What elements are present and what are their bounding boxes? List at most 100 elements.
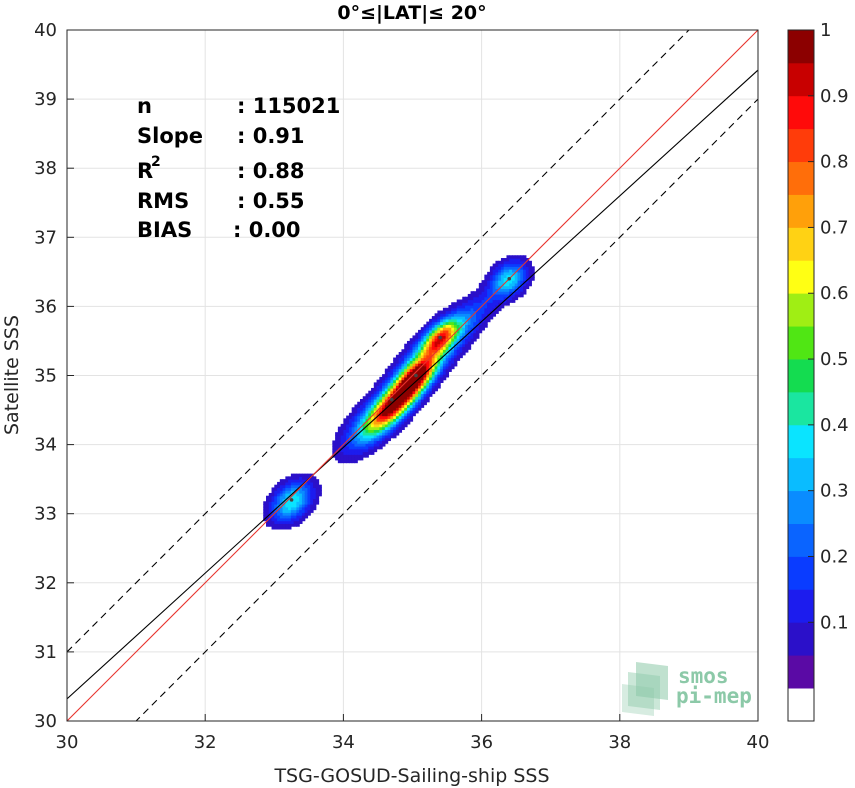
- density-cell: [395, 376, 400, 381]
- density-cell: [387, 426, 391, 430]
- density-cell: [420, 382, 425, 386]
- density-cell: [263, 512, 267, 516]
- density-cell: [371, 412, 375, 417]
- density-cell: [365, 418, 369, 422]
- density-cell: [445, 371, 450, 375]
- density-cell: [395, 393, 400, 397]
- density-cell: [351, 415, 356, 419]
- density-cell: [431, 346, 436, 350]
- density-cell: [274, 484, 278, 489]
- density-cell: [288, 512, 292, 516]
- density-cell: [346, 459, 350, 464]
- density-cell: [487, 299, 491, 303]
- density-cell: [423, 393, 427, 397]
- density-cell: [487, 293, 491, 298]
- density-cell: [517, 291, 521, 295]
- density-cell: [368, 393, 372, 397]
- density-cell: [415, 382, 419, 386]
- density-cell: [520, 271, 524, 276]
- density-cell: [462, 324, 466, 328]
- density-cell: [470, 293, 474, 298]
- density-cell: [448, 307, 452, 312]
- density-cell: [465, 302, 469, 306]
- density-cell: [467, 316, 472, 320]
- colorbar-segment: [788, 457, 814, 492]
- density-cell: [467, 327, 472, 331]
- density-cell: [459, 324, 463, 328]
- density-cell: [362, 432, 367, 436]
- density-cell: [271, 490, 275, 494]
- density-cell: [359, 398, 364, 403]
- density-cell: [492, 266, 497, 270]
- density-cell: [406, 401, 411, 406]
- density-cell: [279, 526, 284, 530]
- density-cell: [456, 313, 461, 317]
- density-cell: [431, 374, 436, 378]
- density-cell: [285, 495, 289, 500]
- density-cell: [451, 335, 455, 339]
- density-cell: [290, 487, 295, 491]
- density-cell: [335, 434, 339, 439]
- density-cell: [401, 426, 405, 430]
- density-cell: [426, 321, 430, 325]
- density-cell: [456, 338, 461, 342]
- density-cell: [420, 327, 425, 331]
- density-cell: [418, 387, 422, 392]
- density-cell: [456, 357, 461, 361]
- density-cell: [371, 440, 375, 444]
- density-cell: [509, 260, 513, 265]
- density-cell: [293, 481, 298, 486]
- density-cell: [440, 310, 444, 314]
- density-cell: [426, 340, 430, 345]
- density-cell: [285, 523, 289, 527]
- density-cell: [304, 495, 309, 500]
- density-cell: [498, 271, 502, 276]
- density-cell: [390, 410, 394, 414]
- density-cell: [368, 418, 372, 422]
- density-cell: [268, 520, 273, 524]
- density-cell: [445, 307, 450, 312]
- density-cell: [301, 476, 306, 480]
- density-cell: [346, 454, 350, 458]
- density-cell: [290, 504, 295, 508]
- density-cell: [390, 426, 394, 430]
- density-cell: [495, 310, 499, 314]
- density-cell: [288, 495, 292, 500]
- density-cell: [523, 282, 527, 287]
- density-cell: [503, 271, 508, 276]
- density-cell: [301, 512, 306, 516]
- density-cell: [290, 501, 295, 505]
- density-cell: [487, 318, 491, 323]
- y-tick-label: 38: [34, 158, 57, 179]
- density-cell: [277, 526, 281, 530]
- density-cell: [429, 354, 433, 359]
- density-cell: [382, 412, 386, 417]
- density-cell: [495, 269, 499, 273]
- density-cell: [525, 258, 530, 262]
- density-cell: [310, 476, 314, 480]
- x-tick-label: 40: [747, 732, 770, 753]
- density-cell: [365, 454, 369, 458]
- density-cell: [343, 432, 347, 436]
- density-cell: [423, 346, 427, 350]
- density-cell: [431, 376, 436, 381]
- density-cell: [409, 404, 414, 408]
- density-cell: [437, 313, 441, 317]
- density-cell: [409, 418, 414, 422]
- density-cell: [304, 476, 309, 480]
- density-cell: [395, 404, 400, 408]
- density-cell: [453, 313, 458, 317]
- density-cell: [274, 512, 278, 516]
- colorbar-segment: [788, 622, 814, 656]
- density-cell: [492, 310, 497, 314]
- density-cell: [348, 445, 353, 450]
- density-cell: [398, 407, 403, 411]
- density-cell: [448, 363, 452, 367]
- density-cell: [429, 393, 433, 397]
- density-cell: [387, 412, 391, 417]
- density-cell: [478, 307, 483, 312]
- density-cell: [343, 443, 347, 447]
- density-cell: [448, 321, 452, 325]
- density-cell: [487, 307, 491, 312]
- density-cell: [503, 285, 508, 290]
